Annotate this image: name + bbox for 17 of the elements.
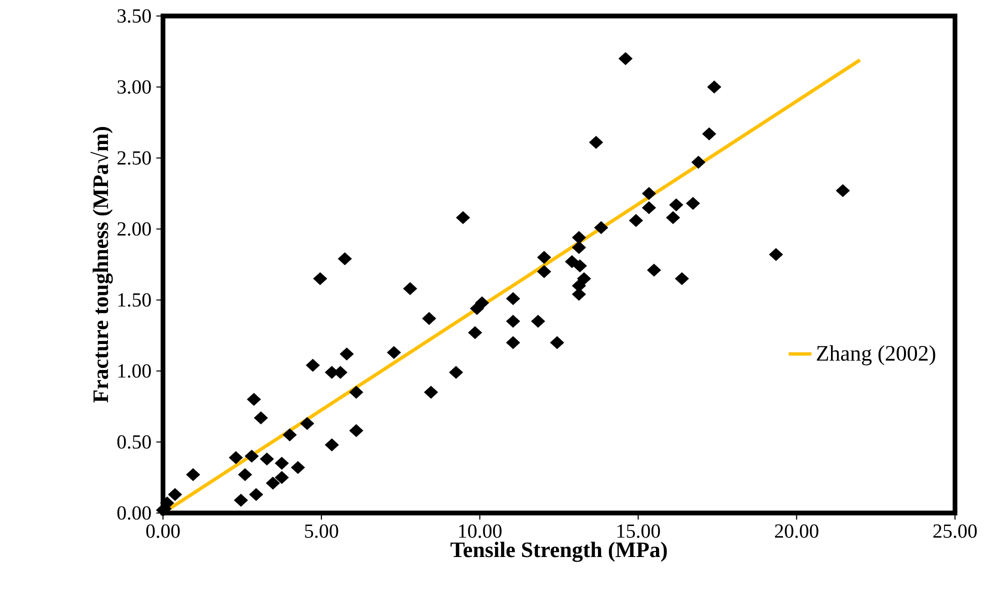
y-axis-title: Fracture toughness (MPa√m) (90, 127, 113, 403)
legend-label: Zhang (2002) (816, 345, 936, 366)
x-tick-label: 0.00 (146, 524, 180, 538)
y-tick-label: 1.50 (118, 293, 151, 307)
y-tick-label: 0.50 (117, 435, 151, 449)
x-tick-label: 20.00 (774, 524, 818, 538)
y-tick-label: 2.50 (118, 151, 151, 165)
y-tick-label: 0.00 (117, 506, 151, 520)
y-tick-label: 3.00 (118, 80, 151, 94)
x-tick-label: 25.00 (933, 524, 977, 538)
x-tick-label: 10.00 (459, 524, 502, 538)
y-tick-label: 2.00 (118, 222, 151, 236)
x-tick-label: 15.00 (617, 524, 660, 538)
y-tick-label: 3.50 (118, 9, 151, 23)
y-tick-label: 1.00 (118, 364, 151, 378)
x-tick-label: 5.00 (305, 524, 338, 538)
x-axis-title: Tensile Strength (MPa) (450, 542, 667, 562)
